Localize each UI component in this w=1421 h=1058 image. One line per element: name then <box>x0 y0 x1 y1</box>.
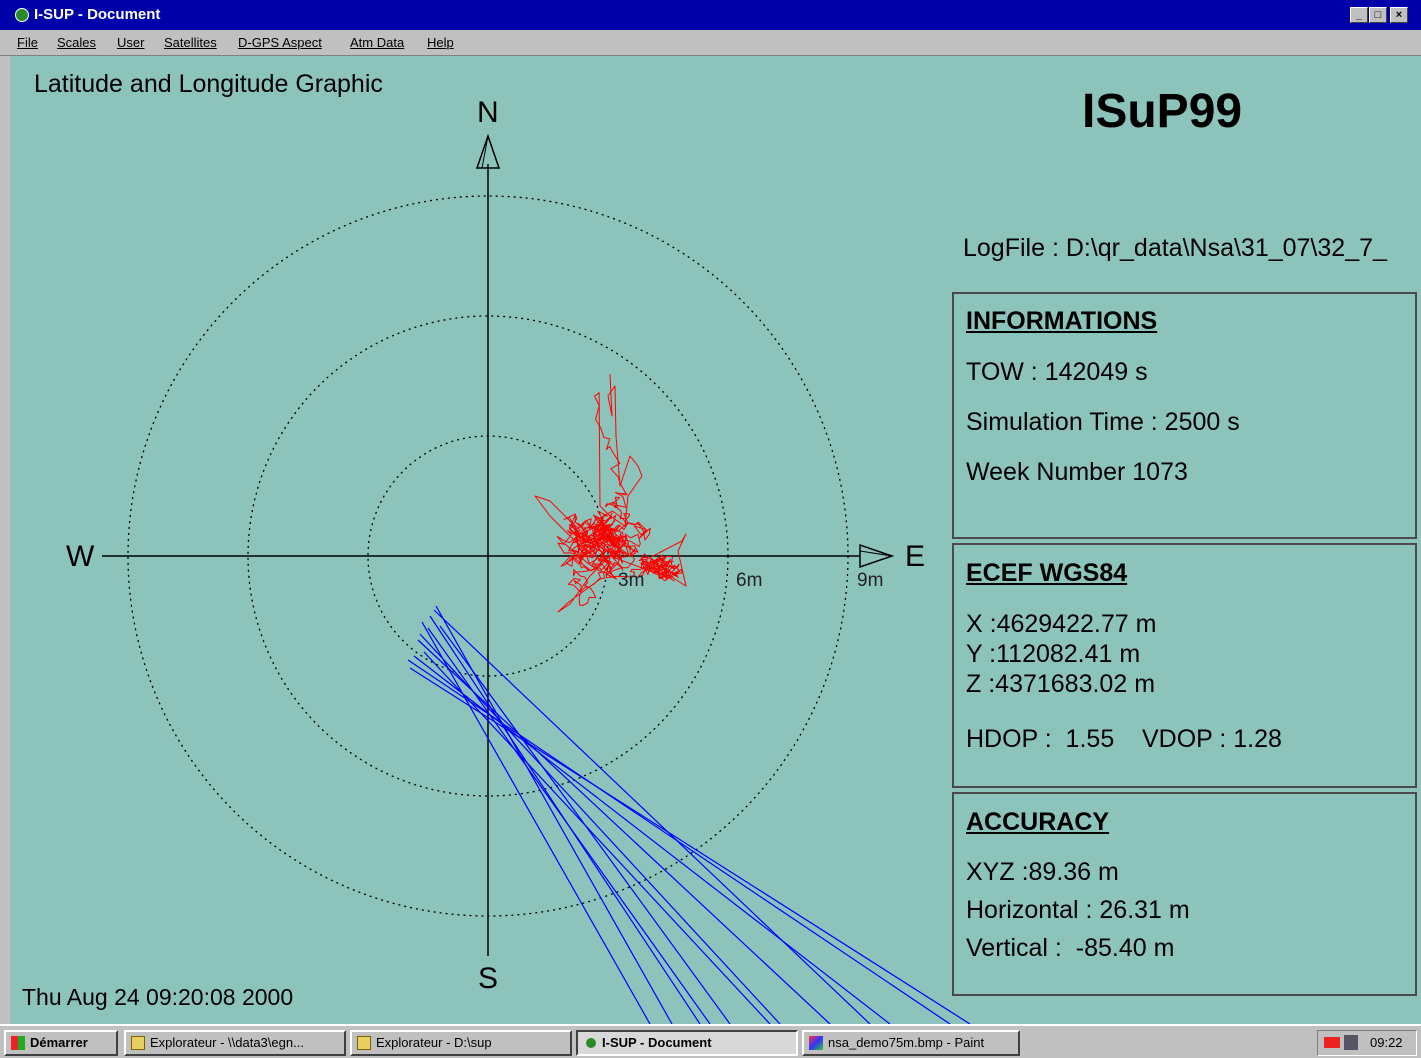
ecef-title: ECEF WGS84 <box>966 559 1128 587</box>
menu-satellites[interactable]: Satellites <box>164 35 217 50</box>
explorer-icon <box>131 1036 145 1050</box>
informations-panel: INFORMATIONS TOW : 142049 s Simulation T… <box>952 292 1417 539</box>
position-trace-red <box>534 373 687 613</box>
app-icon <box>586 1038 596 1048</box>
window-title: I-SUP - Document <box>34 6 161 23</box>
simulation-time-value: Simulation Time : 2500 s <box>966 408 1240 436</box>
position-trace-path <box>534 373 687 613</box>
menu-atm-data[interactable]: Atm Data <box>350 35 405 50</box>
taskbar-item-explorer-2[interactable]: Explorateur - D:\sup <box>350 1030 572 1056</box>
window-titlebar[interactable]: I-SUP - Document _ □ × <box>0 0 1421 30</box>
taskbar-item-label: Explorateur - D:\sup <box>376 1035 492 1050</box>
satellite-line <box>421 621 651 1024</box>
taskbar-item-explorer-1[interactable]: Explorateur - \\data3\egn... <box>124 1030 346 1056</box>
taskbar: Démarrer Explorateur - \\data3\egn... Ex… <box>0 1024 1421 1058</box>
volume-icon[interactable] <box>1344 1035 1358 1050</box>
start-button[interactable]: Démarrer <box>4 1030 118 1056</box>
satellite-line <box>423 651 771 1024</box>
satellite-lines-blue <box>407 605 971 1024</box>
compass-north-label: N <box>477 96 499 129</box>
app-name: ISuP99 <box>1082 85 1243 138</box>
maximize-button[interactable]: □ <box>1369 7 1387 23</box>
graphic-canvas: Latitude and Longitude Graphic N S E W 3… <box>10 56 1421 1024</box>
close-button[interactable]: × <box>1390 7 1408 23</box>
accuracy-title: ACCURACY <box>966 808 1110 836</box>
accuracy-xyz-value: XYZ :89.36 m <box>966 858 1119 886</box>
satellite-line <box>419 633 781 1024</box>
east-arrow-icon <box>859 543 895 569</box>
explorer-icon <box>357 1036 371 1050</box>
ecef-panel: ECEF WGS84 X :4629422.77 m Y :112082.41 … <box>952 543 1417 788</box>
ring-label-6m: 6m <box>736 570 763 591</box>
network-icon[interactable] <box>1324 1037 1340 1048</box>
informations-title: INFORMATIONS <box>966 307 1158 335</box>
north-arrow-icon <box>475 133 501 169</box>
ring-label-9m: 9m <box>857 570 884 591</box>
compass-west-label: W <box>66 540 95 573</box>
menu-bar: File Scales User Satellites D-GPS Aspect… <box>0 30 1421 56</box>
tow-value: TOW : 142049 s <box>966 358 1148 386</box>
menu-help[interactable]: Help <box>427 35 454 50</box>
position-plot <box>102 133 971 1024</box>
minimize-button[interactable]: _ <box>1350 7 1368 23</box>
system-tray: 09:22 <box>1317 1030 1417 1056</box>
menu-scales[interactable]: Scales <box>57 35 97 50</box>
compass-south-label: S <box>478 962 499 995</box>
ring-label-3m: 3m <box>618 570 645 591</box>
dop-values: HDOP : 1.55 VDOP : 1.28 <box>966 725 1282 753</box>
week-number-value: Week Number 1073 <box>966 458 1188 486</box>
clock: 09:22 <box>1370 1035 1403 1050</box>
satellite-line <box>407 659 951 1024</box>
satellite-line <box>417 639 831 1024</box>
taskbar-item-paint[interactable]: nsa_demo75m.bmp - Paint <box>802 1030 1020 1056</box>
ecef-y-value: Y :112082.41 m <box>966 640 1141 668</box>
start-button-label: Démarrer <box>30 1035 88 1050</box>
ecef-z-value: Z :4371683.02 m <box>966 670 1156 698</box>
ecef-x-value: X :4629422.77 m <box>966 610 1157 638</box>
logfile-path: LogFile : D:\qr_data\Nsa\31_07\32_7_ <box>963 234 1387 262</box>
timestamp: Thu Aug 24 09:20:08 2000 <box>22 984 294 1010</box>
paint-icon <box>809 1036 823 1050</box>
taskbar-item-isup[interactable]: I-SUP - Document <box>576 1030 798 1056</box>
menu-user[interactable]: User <box>117 35 145 50</box>
taskbar-item-label: I-SUP - Document <box>602 1035 712 1050</box>
accuracy-panel: ACCURACY XYZ :89.36 m Horizontal : 26.31… <box>952 792 1417 996</box>
accuracy-vertical-value: Vertical : -85.40 m <box>966 934 1175 962</box>
menu-file[interactable]: File <box>17 35 38 50</box>
taskbar-item-label: nsa_demo75m.bmp - Paint <box>828 1035 985 1050</box>
app-icon[interactable] <box>15 8 29 22</box>
taskbar-item-label: Explorateur - \\data3\egn... <box>150 1035 304 1050</box>
compass-east-label: E <box>905 540 926 573</box>
graphic-title: Latitude and Longitude Graphic <box>34 70 383 98</box>
menu-dgps-aspect[interactable]: D-GPS Aspect <box>238 35 322 50</box>
satellite-line <box>429 615 701 1024</box>
windows-logo-icon <box>11 1036 25 1050</box>
satellite-line <box>435 605 673 1024</box>
accuracy-horizontal-value: Horizontal : 26.31 m <box>966 896 1190 924</box>
satellite-line <box>433 609 871 1024</box>
